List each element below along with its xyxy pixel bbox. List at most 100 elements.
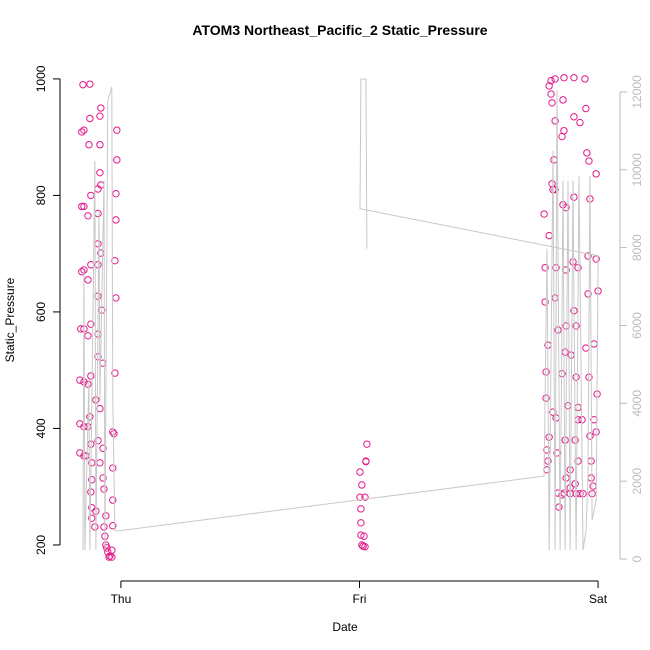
point <box>80 202 88 211</box>
point <box>100 485 108 493</box>
point <box>558 132 566 141</box>
point <box>592 428 600 436</box>
point <box>541 263 549 272</box>
point <box>87 372 95 380</box>
point <box>96 112 104 120</box>
point <box>584 290 592 298</box>
y2-tick-label: 4000 <box>630 390 644 417</box>
point <box>357 519 365 527</box>
point <box>88 459 96 467</box>
point <box>358 481 366 489</box>
point <box>356 493 364 501</box>
point <box>112 189 120 198</box>
point <box>572 373 580 381</box>
point <box>113 126 121 134</box>
point <box>572 322 580 330</box>
point <box>551 117 559 125</box>
point <box>106 552 114 560</box>
point <box>357 505 365 513</box>
y2-tick-label: 0 <box>630 555 644 562</box>
point <box>109 496 117 504</box>
point <box>592 170 600 178</box>
point <box>582 104 590 113</box>
point <box>78 202 86 211</box>
point <box>85 141 93 149</box>
point <box>110 429 118 438</box>
line <box>82 78 599 551</box>
point <box>105 553 113 561</box>
y-tick-label: 200 <box>34 535 48 555</box>
point <box>547 90 555 98</box>
point <box>586 432 594 440</box>
point <box>78 128 86 136</box>
point <box>358 541 366 549</box>
point <box>554 326 562 334</box>
point <box>111 256 119 265</box>
chart-title: ATOM3 Northeast_Pacific_2 Static_Pressur… <box>192 22 487 38</box>
point <box>104 548 112 556</box>
point <box>357 531 365 539</box>
point <box>86 114 94 123</box>
point <box>80 422 88 431</box>
point <box>553 449 561 457</box>
point <box>541 298 549 306</box>
point <box>88 476 96 484</box>
point <box>579 489 587 498</box>
point <box>99 444 107 452</box>
point <box>356 468 364 476</box>
point <box>108 553 116 561</box>
y-tick-label: 800 <box>34 185 48 205</box>
point <box>581 75 589 83</box>
point <box>360 532 368 540</box>
point <box>547 76 555 85</box>
y2-tick-label: 12000 <box>630 75 644 109</box>
point <box>570 193 578 201</box>
point <box>540 210 548 218</box>
point <box>100 523 108 531</box>
point <box>84 332 92 340</box>
point <box>559 96 567 104</box>
point <box>583 149 591 157</box>
y-tick-label: 400 <box>34 418 48 438</box>
point <box>79 81 87 89</box>
point <box>102 512 110 520</box>
point <box>545 433 553 441</box>
point <box>569 258 577 266</box>
point <box>113 156 121 164</box>
point <box>570 113 578 121</box>
point <box>548 99 556 107</box>
point <box>561 436 569 444</box>
point <box>570 74 578 82</box>
point <box>94 436 102 445</box>
x-axis-label: Date <box>332 620 358 634</box>
point <box>362 457 370 465</box>
y2-tick-label: 8000 <box>630 234 644 261</box>
point <box>80 126 88 134</box>
y-tick-label: 600 <box>34 302 48 322</box>
point <box>87 320 95 328</box>
y-tick-label: 1000 <box>34 65 48 92</box>
y-axis-label: Static_Pressure <box>3 277 17 362</box>
point <box>84 212 92 220</box>
point <box>585 157 593 165</box>
point <box>99 474 107 482</box>
y2-tick-label: 2000 <box>630 467 644 494</box>
point <box>86 413 94 421</box>
point <box>109 522 117 530</box>
point <box>363 440 371 448</box>
point <box>78 268 86 276</box>
point <box>361 493 369 501</box>
point <box>111 369 119 377</box>
point <box>91 523 99 531</box>
x-tick-label: Thu <box>111 592 132 606</box>
point <box>84 276 92 284</box>
point <box>560 74 568 82</box>
point <box>88 514 96 522</box>
point <box>545 82 553 90</box>
point <box>551 185 559 194</box>
point <box>551 75 559 83</box>
point <box>96 141 104 149</box>
y2-tick-label: 6000 <box>630 312 644 339</box>
